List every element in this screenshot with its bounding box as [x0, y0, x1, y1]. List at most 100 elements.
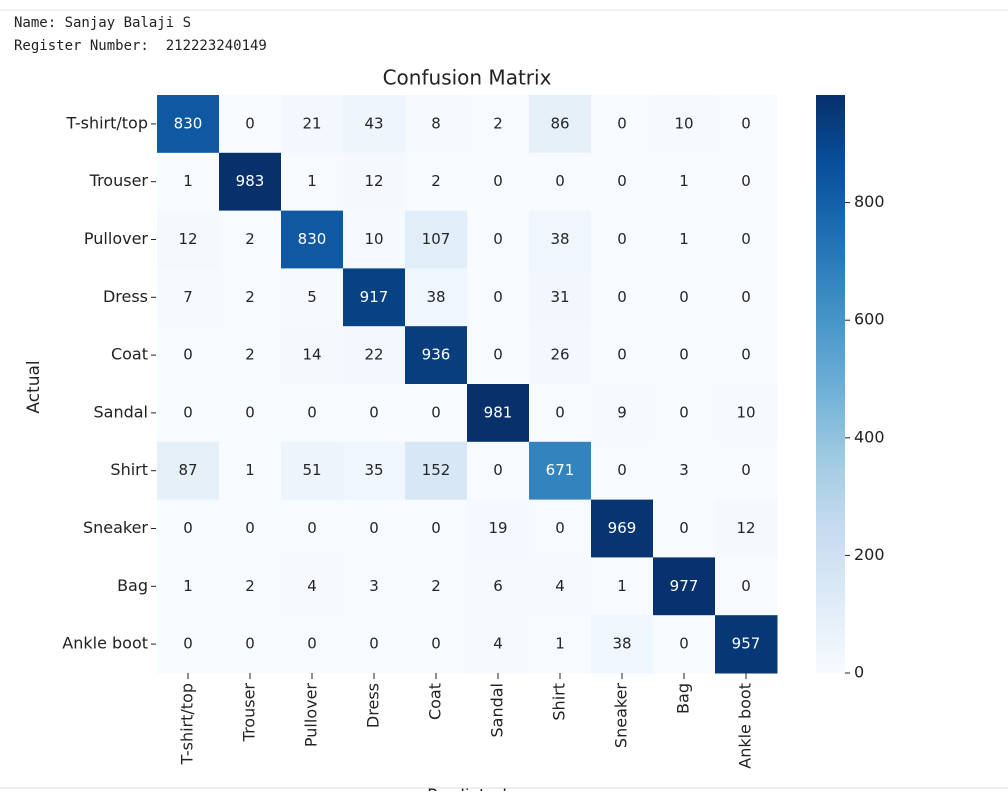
y-tick-label: Bag: [117, 576, 148, 595]
heatmap-cell: [219, 557, 282, 616]
y-tick-label: Dress: [103, 287, 148, 306]
cell-label: 0: [245, 519, 255, 537]
heatmap-cell: [281, 441, 344, 501]
cell-label: 0: [493, 346, 503, 364]
heatmap-cell: [157, 499, 220, 558]
cell-label: 0: [679, 346, 689, 364]
heatmap-cell: [591, 384, 654, 443]
cell-label: 0: [245, 403, 255, 421]
heatmap-cell: [405, 95, 468, 154]
cell-label: 0: [431, 403, 441, 421]
cell-label: 0: [741, 172, 751, 190]
heatmap-cell: [529, 210, 592, 269]
heatmap-cell: [281, 384, 344, 443]
heatmap-cell: [405, 499, 468, 558]
cell-label: 0: [617, 346, 627, 364]
heatmap-cell: [219, 268, 282, 327]
colorbar: [816, 95, 845, 673]
heatmap-cell: [529, 499, 592, 558]
cell-label: 5: [307, 288, 317, 306]
colorbar-tick-label: 200: [854, 545, 885, 564]
heatmap-cell: [467, 152, 530, 212]
heatmap-cell: [405, 384, 468, 443]
cell-label: 0: [679, 403, 689, 421]
cell-label: 0: [307, 403, 317, 421]
cell-label: 4: [493, 635, 503, 653]
heatmap-cell: [529, 557, 592, 616]
heatmap-cell: [467, 95, 530, 154]
heatmap-cell: [591, 557, 654, 616]
cell-label: 2: [245, 577, 255, 595]
cell-label: 2: [431, 577, 441, 595]
heatmap-cell: [219, 210, 282, 269]
heatmap-cell: [653, 326, 716, 385]
heatmap-cell: [157, 210, 220, 269]
heatmap-cell: [653, 95, 716, 154]
heatmap-cell: [157, 268, 220, 327]
heatmap-cell: [467, 441, 530, 501]
heatmap-cell: [281, 499, 344, 558]
heatmap-cell: [157, 152, 220, 212]
heatmap-cell: [281, 210, 344, 269]
cell-label: 7: [183, 288, 193, 306]
heatmap-cell: [343, 95, 406, 154]
cell-label: 0: [741, 230, 751, 248]
cell-label: 19: [488, 519, 507, 537]
heatmap-cell: [343, 384, 406, 443]
cell-label: 1: [183, 577, 193, 595]
cell-label: 1: [617, 577, 627, 595]
heatmap-cell: [343, 152, 406, 212]
heatmap-cell: [219, 615, 282, 674]
colorbar-tick-label: 600: [854, 310, 885, 329]
heatmap-cell: [157, 557, 220, 616]
heatmap-cell: [591, 441, 654, 501]
cell-label: 12: [736, 519, 755, 537]
cell-label: 2: [245, 346, 255, 364]
cell-label: 0: [617, 288, 627, 306]
heatmap-cell: [653, 268, 716, 327]
heatmap-cell: [343, 326, 406, 385]
cell-label: 38: [550, 230, 569, 248]
heatmap-cell: [653, 499, 716, 558]
cell-label: 0: [679, 288, 689, 306]
cell-label: 0: [183, 519, 193, 537]
heatmap-cell: [529, 384, 592, 443]
x-tick-label: Trouser: [240, 683, 259, 743]
heatmap-cell: [529, 326, 592, 385]
cell-label: 12: [178, 230, 197, 248]
cell-label: 4: [307, 577, 317, 595]
heatmap-cell: [591, 152, 654, 212]
cell-label: 671: [546, 461, 575, 479]
x-tick-label: Pullover: [302, 683, 321, 748]
heatmap-cell: [715, 499, 778, 558]
cell-label: 1: [679, 172, 689, 190]
cell-label: 0: [369, 519, 379, 537]
cell-label: 1: [555, 635, 565, 653]
cell-label: 8: [431, 114, 441, 132]
cell-label: 86: [550, 114, 569, 132]
colorbar-tick-label: 0: [854, 663, 864, 682]
y-axis-label: Actual: [24, 360, 44, 413]
heatmap-cell: [219, 152, 282, 212]
cell-label: 0: [307, 519, 317, 537]
heatmap-cell: [715, 557, 778, 616]
cell-label: 0: [493, 288, 503, 306]
cell-label: 3: [679, 461, 689, 479]
y-tick-label: Shirt: [110, 460, 148, 479]
colorbar-tick-label: 800: [854, 192, 885, 211]
heatmap-cell: [281, 95, 344, 154]
heatmap-cell: [219, 441, 282, 501]
cell-label: 0: [741, 346, 751, 364]
heatmap-cell: [281, 615, 344, 674]
y-tick-label: Trouser: [89, 171, 149, 190]
heatmap-cell: [653, 441, 716, 501]
heatmap-cell: [343, 268, 406, 327]
heatmap-cell: [653, 384, 716, 443]
heatmap-cell: [529, 615, 592, 674]
cell-label: 0: [183, 346, 193, 364]
cell-label: 38: [612, 635, 631, 653]
cell-label: 107: [422, 230, 451, 248]
heatmap-cell: [653, 152, 716, 212]
cell-label: 0: [555, 519, 565, 537]
heatmap-cell: [157, 384, 220, 443]
